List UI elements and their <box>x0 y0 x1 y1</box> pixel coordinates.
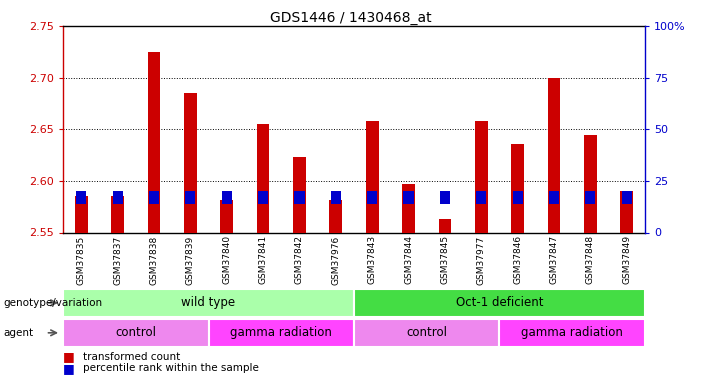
Bar <box>366 121 379 232</box>
Bar <box>63 319 209 347</box>
Bar <box>475 121 488 232</box>
Bar <box>585 191 595 204</box>
Bar <box>222 191 232 204</box>
Bar <box>184 93 197 232</box>
Text: ■: ■ <box>63 362 75 375</box>
Bar <box>185 191 196 204</box>
Text: transformed count: transformed count <box>83 352 180 362</box>
Bar <box>148 52 161 232</box>
Bar <box>75 196 88 232</box>
Bar <box>512 191 523 204</box>
Bar <box>76 191 86 204</box>
Bar <box>620 191 633 232</box>
Bar <box>499 319 645 347</box>
Bar <box>257 124 269 232</box>
Bar <box>439 219 451 232</box>
Text: control: control <box>407 326 447 339</box>
Bar <box>63 289 354 317</box>
Bar <box>354 319 499 347</box>
Bar <box>402 184 415 232</box>
Bar <box>511 144 524 232</box>
Text: control: control <box>116 326 156 339</box>
Bar <box>547 78 560 232</box>
Text: agent: agent <box>4 328 34 338</box>
Bar <box>549 191 559 204</box>
Bar <box>209 319 354 347</box>
Text: wild type: wild type <box>182 296 236 309</box>
Bar <box>440 191 450 204</box>
Bar <box>331 191 341 204</box>
Bar <box>404 191 414 204</box>
Text: percentile rank within the sample: percentile rank within the sample <box>83 363 259 373</box>
Bar <box>294 191 304 204</box>
Bar <box>329 200 342 232</box>
Bar <box>293 157 306 232</box>
Bar <box>584 135 597 232</box>
Bar <box>367 191 377 204</box>
Text: genotype/variation: genotype/variation <box>4 298 102 308</box>
Text: Oct-1 deficient: Oct-1 deficient <box>456 296 543 309</box>
Bar <box>220 200 233 232</box>
Text: ■: ■ <box>63 351 75 363</box>
Text: GDS1446 / 1430468_at: GDS1446 / 1430468_at <box>270 11 431 25</box>
Bar <box>113 191 123 204</box>
Text: gamma radiation: gamma radiation <box>231 326 332 339</box>
Bar <box>258 191 268 204</box>
Bar <box>476 191 486 204</box>
Text: gamma radiation: gamma radiation <box>522 326 623 339</box>
Bar <box>622 191 632 204</box>
Bar <box>354 289 645 317</box>
Bar <box>149 191 159 204</box>
Bar <box>111 196 124 232</box>
